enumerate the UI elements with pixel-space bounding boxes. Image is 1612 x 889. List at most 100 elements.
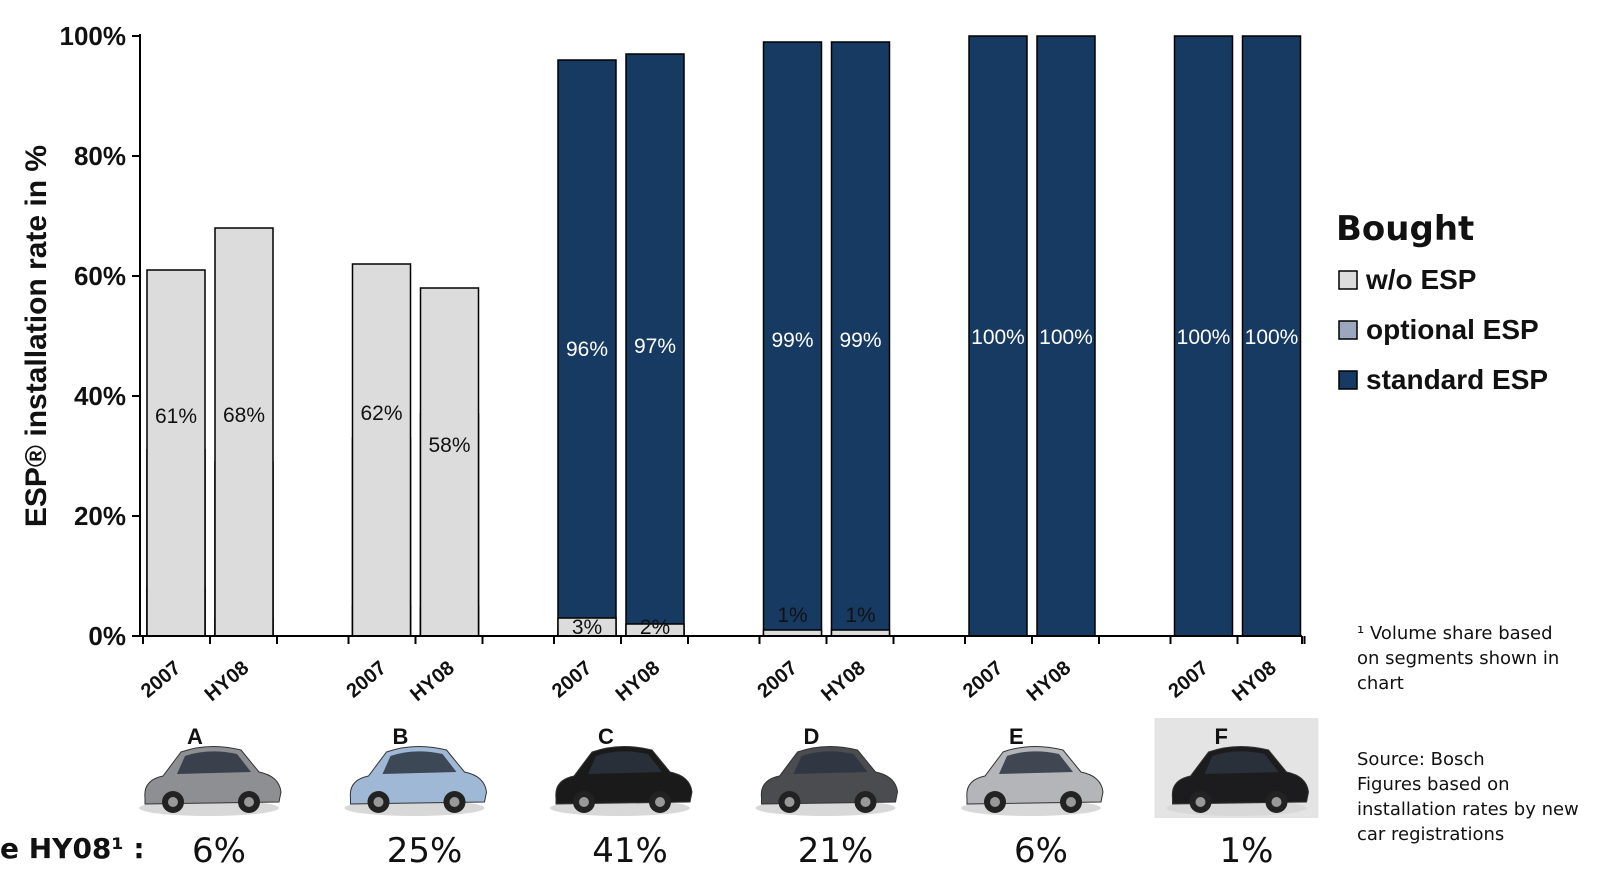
bar-segment-without [214, 227, 274, 637]
x-tick-label: HY08 [201, 657, 253, 706]
segment-share: 21% [798, 831, 874, 871]
car-hub [990, 797, 1000, 807]
car-body [760, 746, 899, 805]
bar-segment-standard [557, 59, 617, 637]
data-label: 3% [572, 616, 602, 639]
x-tick-label: HY08 [817, 657, 869, 706]
legend-layer: Bought w/o ESP optional ESP standard ESP [1336, 209, 1548, 395]
segment-letter: D [804, 724, 820, 749]
bar-segment-without [146, 269, 206, 637]
bar-segment-standard [830, 41, 891, 637]
source-note-line: car registrations [1357, 824, 1504, 845]
bar-segment-standard [762, 41, 823, 637]
car-body [1171, 746, 1310, 805]
legend-swatch-optional [1338, 320, 1358, 340]
y-tick-label: 80% [74, 141, 126, 171]
legend-title: Bought [1336, 209, 1474, 249]
source-note-line: Source: Bosch [1357, 749, 1485, 770]
x-tick-label: HY08 [406, 657, 458, 706]
car-window [1204, 751, 1279, 774]
car-window [793, 751, 868, 774]
data-label: 2% [640, 616, 670, 639]
car-hub [373, 797, 384, 807]
segment-share: 25% [387, 831, 463, 871]
bar-segment-standard [1173, 35, 1234, 637]
car-image-b [344, 746, 488, 816]
share-row-label: e HY08¹ : [0, 832, 145, 865]
y-axis-label: ESP® installation rate in % [20, 145, 53, 527]
x-tick-label: HY08 [1023, 657, 1075, 706]
segment-letter: F [1215, 724, 1228, 749]
segment-share: 6% [1014, 831, 1068, 871]
car-body [966, 746, 1104, 805]
x-tick-label: 2007 [1164, 657, 1212, 702]
data-label: 1% [640, 646, 670, 669]
x-tick-label: HY08 [1228, 657, 1280, 706]
segment-share: 1% [1220, 831, 1274, 871]
car-window [177, 751, 251, 774]
cars-layer: A 6% B 25% C 41% D 21% E 6% F 1% e HY08¹ : [0, 718, 1319, 871]
car-hub [244, 797, 254, 807]
data-label: 62% [360, 402, 402, 425]
car-hub [1066, 797, 1076, 807]
data-label: 58% [428, 434, 470, 457]
source-note-line: Figures based on [1357, 774, 1510, 795]
bars-layer: 31%8%61%29%3%68%33%5%62%37%5%58%96%1%3%9… [146, 35, 1302, 669]
y-tick-label: 100% [60, 21, 127, 51]
car-hub [449, 797, 460, 807]
y-tick-label: 0% [88, 621, 126, 651]
source-note-line: installation rates by new [1357, 799, 1579, 820]
footnote-line: on segments shown in [1357, 648, 1559, 669]
y-tick-label: 40% [74, 381, 126, 411]
data-label: 1% [572, 646, 602, 669]
x-tick-label: 2007 [959, 657, 1007, 702]
data-label: 61% [155, 405, 197, 428]
y-tick-label: 60% [74, 261, 126, 291]
footnote-line: ¹ Volume share based [1357, 623, 1553, 644]
data-label: 68% [223, 404, 265, 427]
car-hub [860, 797, 871, 807]
car-image-d [755, 746, 899, 816]
legend-swatch-standard [1338, 370, 1358, 390]
car-hub [784, 797, 795, 807]
bar-segment-without [419, 287, 480, 637]
car-window [588, 751, 662, 774]
data-label: 100% [1039, 326, 1093, 349]
data-label: 100% [1177, 326, 1231, 349]
data-label: 99% [839, 329, 881, 352]
notes-layer: ¹ Volume share based on segments shown in… [1357, 623, 1579, 845]
segment-letter: B [393, 724, 409, 749]
x-tick-label: 2007 [342, 657, 390, 702]
segment-share: 41% [592, 831, 668, 871]
segment-letter: C [598, 724, 614, 749]
segment-letter: A [187, 724, 203, 749]
car-hub [1195, 797, 1206, 807]
legend-swatch-without [1338, 270, 1358, 290]
car-image-a [139, 746, 282, 816]
car-hub [1271, 797, 1282, 807]
bar-segment-without [351, 263, 412, 637]
data-label: 100% [1245, 326, 1299, 349]
data-label: 96% [566, 338, 608, 361]
legend-label: standard ESP [1366, 364, 1548, 395]
car-image-f [1154, 718, 1319, 818]
legend-label: optional ESP [1366, 314, 1539, 345]
segment-letter: E [1009, 724, 1024, 749]
legend-label: w/o ESP [1365, 264, 1476, 295]
data-label: 97% [634, 335, 676, 358]
car-window [999, 751, 1073, 774]
bar-segment-standard [625, 53, 685, 637]
car-hub [579, 797, 589, 807]
car-image-c [550, 746, 693, 816]
footnote-line: chart [1357, 673, 1404, 694]
segment-share: 6% [192, 831, 246, 871]
x-tick-label: 2007 [753, 657, 801, 702]
data-label: 1% [845, 604, 875, 627]
bar-segment-standard [1241, 35, 1302, 637]
y-tick-label: 20% [74, 501, 126, 531]
x-tick-label: 2007 [137, 657, 185, 702]
car-hub [655, 797, 665, 807]
car-body [349, 746, 488, 805]
car-hub [168, 797, 178, 807]
